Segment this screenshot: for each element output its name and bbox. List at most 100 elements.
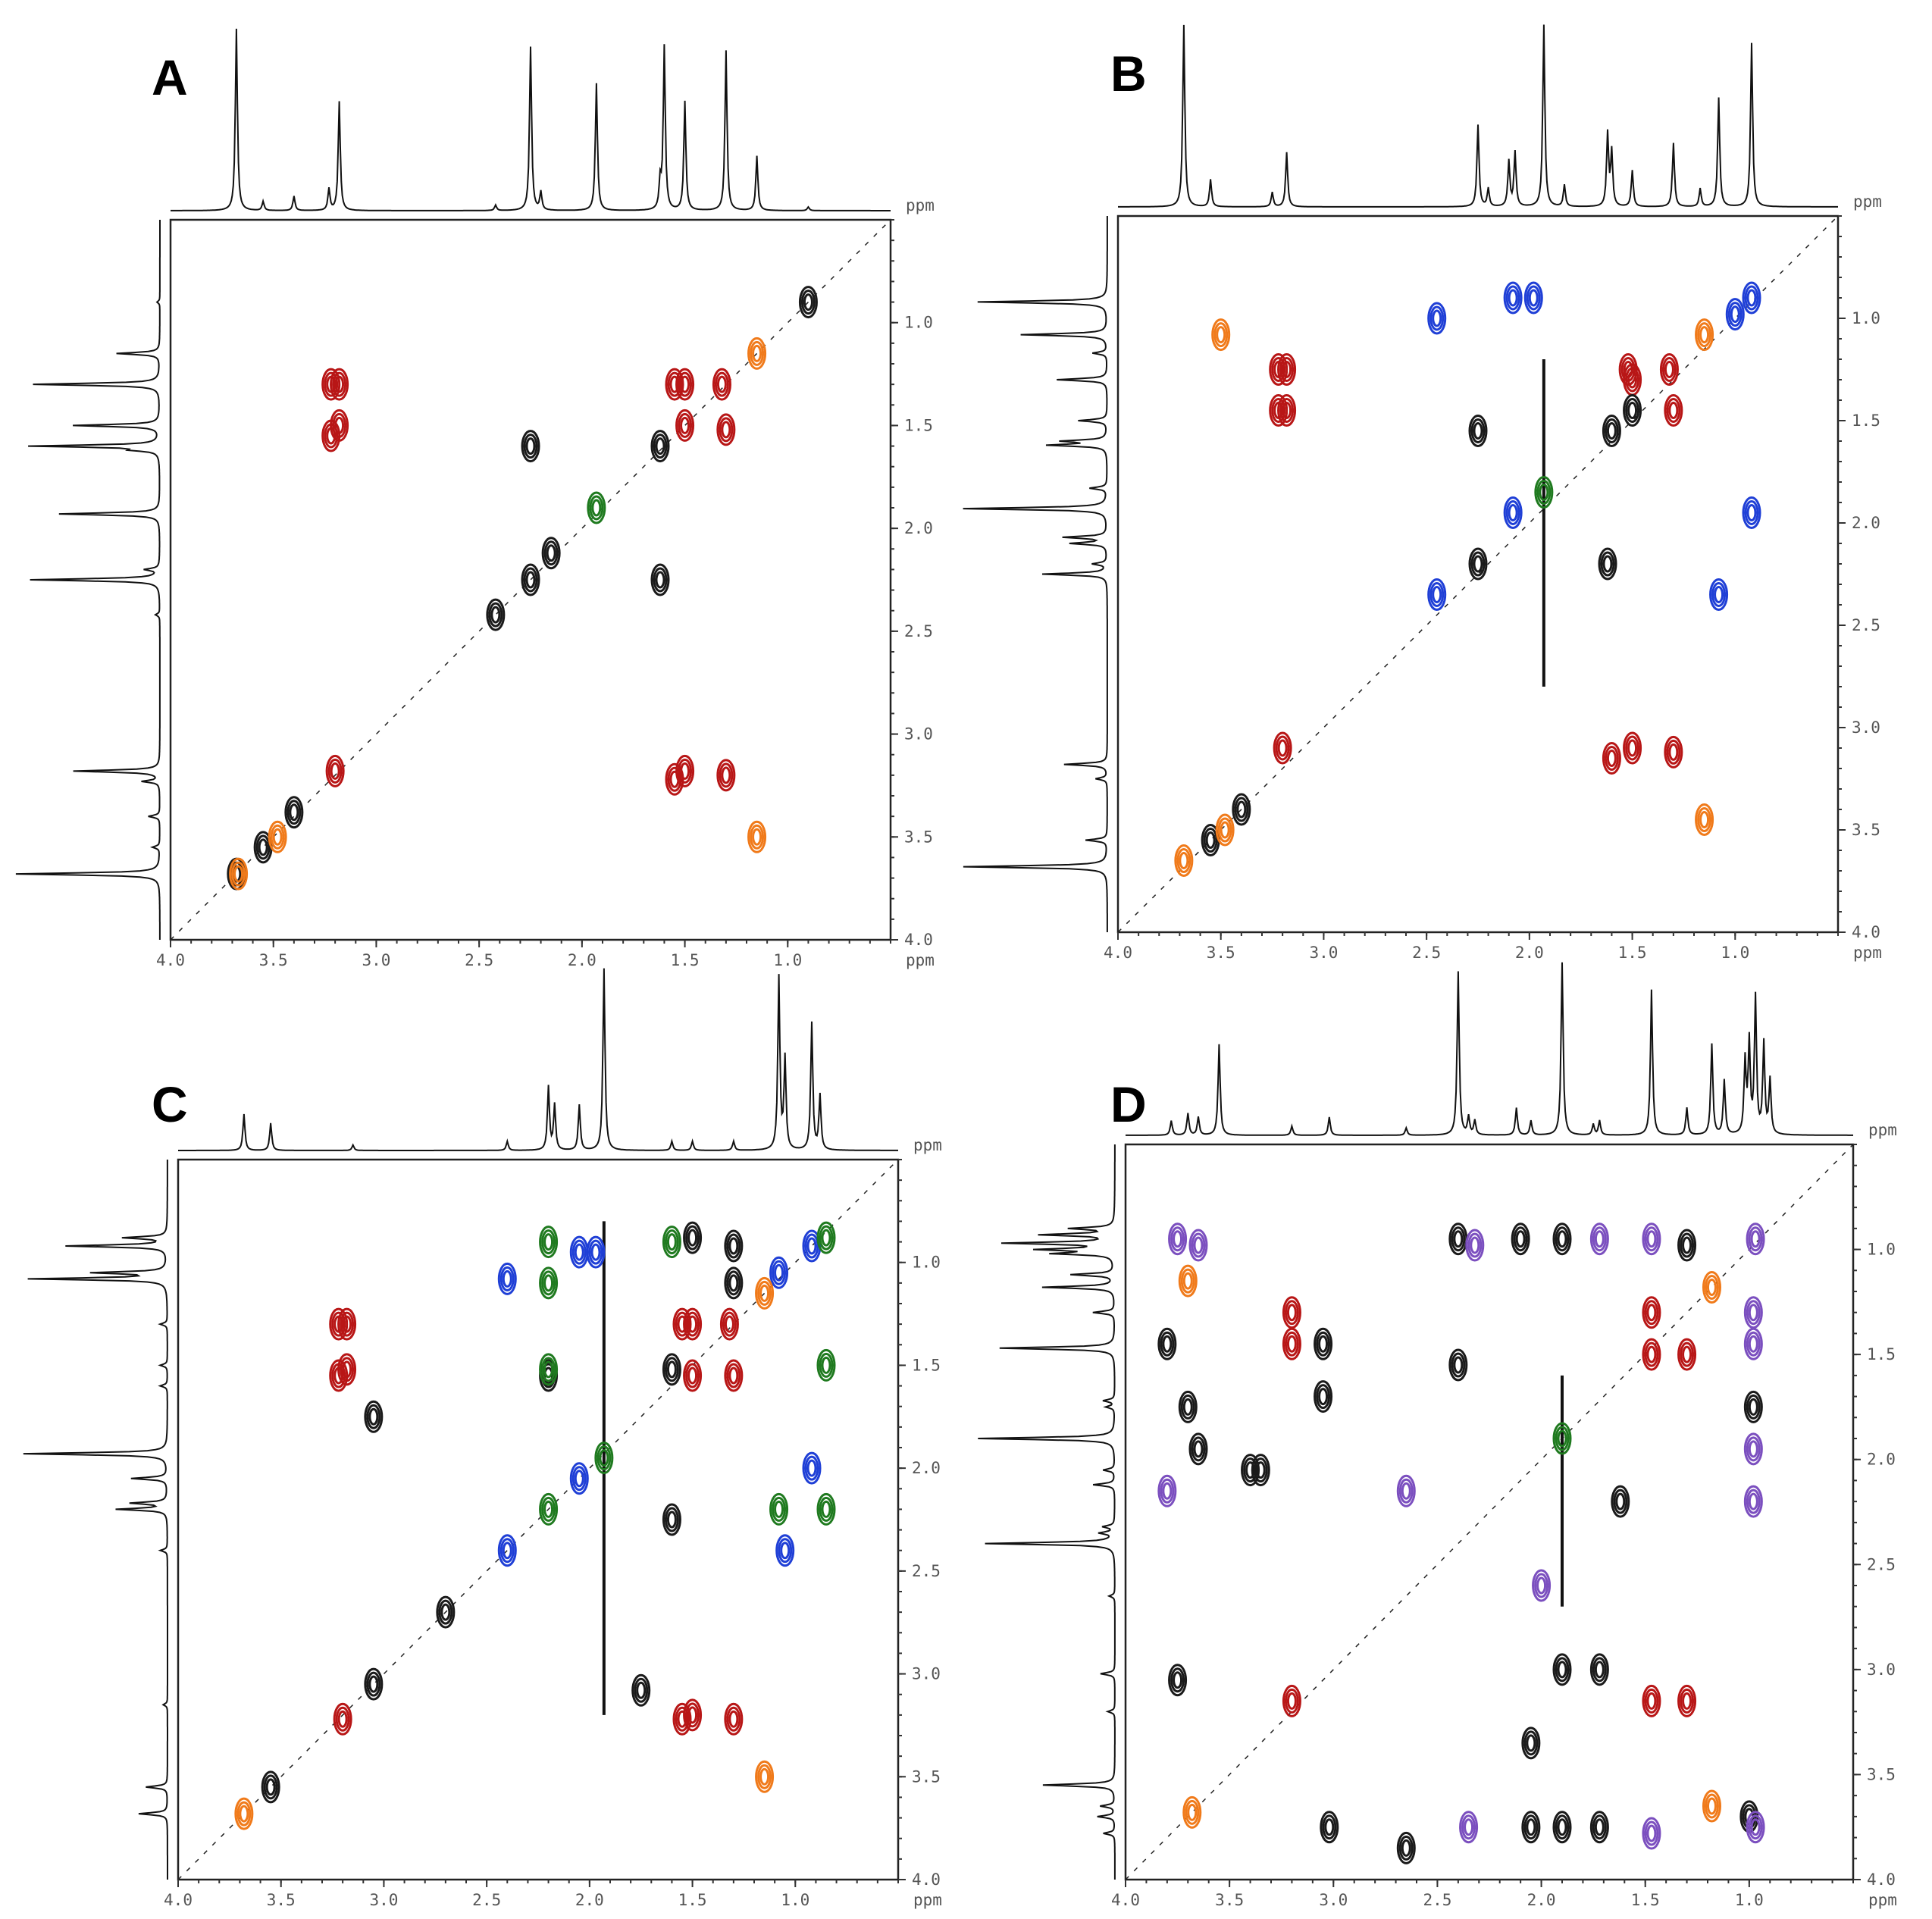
cross-peak — [816, 1492, 836, 1526]
cross-peak — [724, 1359, 744, 1392]
contour-ring — [1742, 496, 1761, 529]
contour-ring — [1314, 1327, 1333, 1360]
x-unit-label: ppm — [913, 1891, 942, 1909]
contour-ring — [1157, 1474, 1177, 1507]
contour-ring — [1644, 1688, 1659, 1714]
contour-ring — [1748, 1440, 1758, 1458]
contour-ring — [821, 1229, 831, 1247]
contour-ring — [759, 1767, 770, 1786]
contour-ring — [1236, 800, 1247, 819]
contour-ring — [1666, 398, 1681, 423]
cross-peak — [1320, 1811, 1339, 1844]
contour-ring — [1664, 394, 1683, 427]
contour-ring — [1284, 1331, 1299, 1357]
x-tick-label: 4.0 — [1104, 944, 1132, 962]
contour-ring — [1742, 281, 1761, 315]
contour-ring — [1205, 831, 1216, 849]
contour-ring — [327, 758, 343, 784]
x-tick-label: 2.0 — [1515, 944, 1544, 962]
contour-ring — [1180, 1394, 1195, 1420]
contour-ring — [1677, 1229, 1697, 1262]
y-tick-label: 1.0 — [912, 1254, 941, 1272]
contour-ring — [1271, 398, 1286, 423]
contour-ring — [1232, 793, 1251, 826]
contour-ring — [1170, 1226, 1185, 1252]
contour-ring — [1528, 289, 1539, 307]
panel-label: C — [152, 1076, 188, 1132]
contour-ring — [821, 1356, 831, 1374]
cross-peak — [364, 1667, 384, 1701]
contour-ring — [685, 1702, 700, 1728]
cross-peak — [1552, 1222, 1572, 1256]
contour-ring — [1557, 1230, 1567, 1248]
contour-ring — [541, 537, 561, 570]
contour-ring — [1625, 367, 1640, 393]
contour-ring — [1182, 1795, 1202, 1829]
contour-ring — [1277, 353, 1297, 386]
contour-ring — [335, 1706, 350, 1732]
contour-ring — [590, 1243, 601, 1261]
cross-peak — [816, 1221, 836, 1254]
diagonal — [177, 1159, 899, 1880]
contour-ring — [539, 1226, 559, 1259]
x-tick-label: 1.5 — [1631, 1891, 1660, 1909]
contour-ring — [333, 1702, 352, 1736]
contour-ring — [675, 409, 695, 442]
cross-peak — [1251, 1454, 1270, 1487]
contour-ring — [802, 1451, 822, 1485]
contour-ring — [543, 540, 559, 566]
contour-ring — [1468, 547, 1488, 581]
contour-ring — [1191, 1232, 1206, 1258]
x-tick-label: 3.0 — [362, 951, 390, 969]
cross-peak — [1523, 281, 1543, 315]
contour-ring — [680, 762, 690, 780]
cross-peak — [521, 563, 540, 596]
left-1d-spectrum — [978, 1144, 1116, 1880]
contour-ring — [1746, 1811, 1765, 1844]
y-unit-label: ppm — [906, 196, 935, 214]
contour-ring — [1730, 305, 1740, 324]
contour-ring — [287, 800, 302, 825]
contour-ring — [1253, 1457, 1268, 1483]
contour-ring — [716, 375, 727, 393]
contour-ring — [1589, 1653, 1609, 1686]
cross-peak — [683, 1698, 703, 1732]
contour-ring — [1702, 1789, 1721, 1823]
contour-ring — [1203, 828, 1218, 853]
cross-peak — [1642, 1338, 1661, 1371]
contour-ring — [1644, 1300, 1659, 1326]
contour-ring — [1318, 1335, 1329, 1353]
contour-ring — [1473, 555, 1483, 573]
contour-ring — [1432, 309, 1442, 327]
cross-peak — [1552, 1811, 1572, 1844]
contour-ring — [1174, 844, 1194, 877]
y-tick-label: 1.5 — [1867, 1345, 1896, 1363]
contour-ring — [1743, 1485, 1763, 1518]
contour-ring — [436, 1595, 456, 1629]
contour-ring — [680, 416, 690, 434]
cross-peak — [486, 598, 506, 631]
contour-ring — [1606, 750, 1617, 767]
cross-peak — [1743, 1485, 1763, 1518]
cross-peak — [1742, 496, 1761, 529]
panel-label: D — [1110, 1076, 1147, 1132]
contour-ring — [1396, 1831, 1416, 1864]
contour-ring — [1432, 586, 1442, 603]
cross-peak — [747, 820, 767, 853]
contour-ring — [1680, 1688, 1695, 1714]
contour-ring — [1282, 1296, 1301, 1329]
contour-ring — [755, 1276, 775, 1310]
contour-ring — [1664, 735, 1683, 769]
contour-ring — [1697, 322, 1712, 348]
contour-ring — [655, 437, 665, 455]
contour-ring — [1511, 1222, 1530, 1256]
contour-ring — [665, 368, 684, 401]
contour-ring — [1711, 582, 1727, 607]
contour-ring — [678, 412, 693, 438]
cross-peak — [268, 820, 287, 853]
y-tick-label: 2.0 — [1852, 514, 1880, 532]
cross-peak — [1743, 1296, 1763, 1329]
contour-ring — [1589, 1811, 1609, 1844]
contour-ring — [1168, 1222, 1188, 1256]
contour-ring — [330, 762, 340, 780]
